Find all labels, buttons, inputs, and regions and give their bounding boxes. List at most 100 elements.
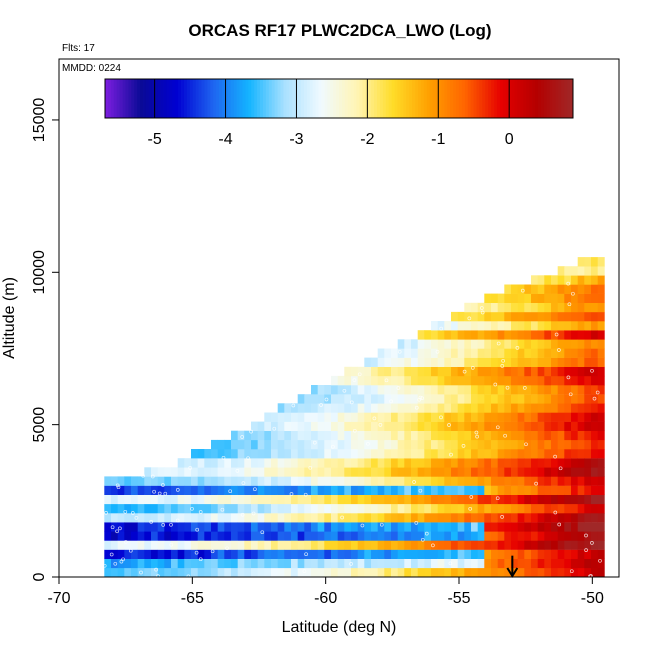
heatmap-cell (571, 513, 578, 523)
heatmap-cell (351, 449, 358, 459)
heatmap-cell (564, 293, 572, 303)
heatmap-cell (597, 522, 605, 532)
heatmap-cell (104, 494, 112, 505)
heatmap-cell (484, 339, 492, 349)
heatmap-cell (504, 540, 512, 550)
colorbar-segment (415, 79, 419, 118)
heatmap-cell (504, 567, 512, 578)
heatmap-cell (557, 430, 565, 441)
track-point (515, 346, 520, 350)
colorbar-segment (251, 79, 255, 118)
heatmap-cell (577, 421, 585, 431)
heatmap-cell (504, 449, 512, 459)
heatmap-cell (584, 503, 592, 514)
heatmap-cell (517, 302, 525, 313)
heatmap-cell (371, 357, 378, 367)
heatmap-cell (591, 394, 598, 404)
heatmap-cell (551, 311, 558, 322)
heatmap-cell (517, 339, 525, 349)
colorbar-segment (494, 79, 498, 118)
colorbar-segment (333, 79, 337, 118)
heatmap-cell (437, 458, 445, 468)
heatmap-cell (364, 476, 372, 486)
heatmap-cell (577, 503, 585, 514)
heatmap-cell (524, 494, 532, 505)
heatmap-cell (591, 558, 598, 569)
heatmap-cell (524, 476, 532, 486)
heatmap-cell (497, 531, 505, 541)
track-point (113, 561, 118, 566)
heatmap-cell (411, 476, 418, 486)
heatmap-cell (544, 321, 552, 331)
colorbar-segment (186, 79, 191, 118)
heatmap-cell (311, 549, 318, 559)
heatmap-cell (131, 485, 138, 495)
heatmap-cell (111, 567, 118, 578)
heatmap-cell (491, 522, 498, 532)
heatmap-cell (391, 348, 398, 358)
heatmap-cell (231, 513, 238, 523)
heatmap-cell (344, 375, 352, 386)
heatmap-cell (431, 476, 438, 486)
heatmap-cell (584, 522, 592, 532)
heatmap-cell (384, 412, 392, 422)
heatmap-cell (384, 394, 392, 404)
heatmap-cell (157, 567, 165, 578)
colorbar-segment (438, 79, 442, 118)
heatmap-cell (144, 531, 152, 541)
heatmap-cell (524, 421, 532, 431)
heatmap-cell (351, 531, 358, 541)
heatmap-cell (484, 567, 492, 578)
heatmap-cell (571, 403, 578, 413)
heatmap-cell (184, 522, 192, 532)
heatmap-cell (291, 549, 298, 559)
heatmap-cell (591, 275, 598, 285)
heatmap-cell (557, 275, 565, 285)
heatmap-cell (371, 439, 378, 450)
heatmap-cell (377, 403, 385, 413)
arrow-head (506, 567, 519, 578)
heatmap-cell (197, 458, 205, 468)
colorbar-segment (286, 79, 290, 118)
heatmap-cell (417, 403, 425, 413)
heatmap-cell (231, 522, 238, 532)
heatmap-cell (257, 476, 265, 486)
heatmap-cell (537, 449, 545, 459)
heatmap-cell (197, 503, 205, 514)
heatmap-cell (491, 467, 498, 477)
heatmap-cell (344, 476, 352, 486)
heatmap-cell (451, 330, 458, 340)
heatmap-cell (511, 494, 518, 505)
heatmap-cell (531, 302, 538, 313)
heatmap-cell (257, 531, 265, 541)
heatmap-cell (484, 458, 492, 468)
heatmap-cell (451, 449, 458, 459)
heatmap-cell (551, 439, 558, 450)
heatmap-cell (424, 458, 432, 468)
heatmap-cell (504, 503, 512, 514)
heatmap-cell (477, 421, 485, 431)
heatmap-cell (317, 522, 325, 532)
colorbar-segment (347, 79, 352, 118)
track-point (522, 386, 527, 390)
heatmap-cell (451, 339, 458, 349)
heatmap-cell (191, 549, 198, 559)
heatmap-cell (471, 549, 478, 559)
heatmap-cell (284, 458, 292, 468)
heatmap-cell (244, 430, 252, 441)
x-axis: -70 -65 -60 -55 -50 (47, 577, 604, 607)
heatmap-cell (557, 421, 565, 431)
heatmap-cell (537, 430, 545, 441)
heatmap-cell (357, 449, 365, 459)
heatmap-cell (484, 403, 492, 413)
heatmap-cell (504, 311, 512, 322)
heatmap-cell (477, 558, 485, 569)
heatmap-cell (477, 549, 485, 559)
heatmap-cell (484, 531, 492, 541)
x-tick-label: -50 (581, 590, 604, 607)
heatmap-cell (177, 503, 185, 514)
track-point (130, 511, 135, 515)
heatmap-cell (444, 503, 452, 514)
heatmap-cell (537, 531, 545, 541)
heatmap-cell (597, 257, 605, 267)
